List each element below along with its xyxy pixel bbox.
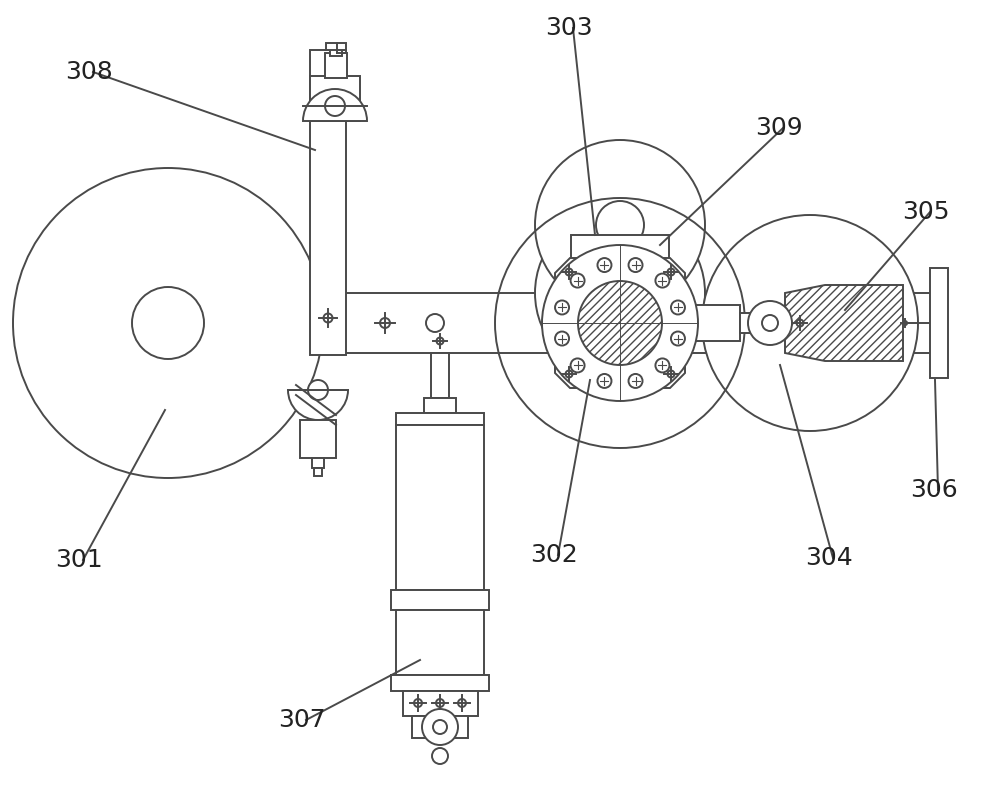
Text: 302: 302: [530, 543, 578, 567]
Bar: [325, 53, 347, 78]
Circle shape: [555, 332, 569, 345]
Bar: [396, 425, 484, 590]
Bar: [391, 675, 489, 691]
Polygon shape: [785, 285, 903, 361]
Circle shape: [671, 332, 685, 345]
Bar: [391, 590, 489, 610]
Bar: [310, 50, 346, 355]
Wedge shape: [303, 89, 367, 121]
Circle shape: [535, 140, 705, 310]
Circle shape: [542, 245, 698, 401]
Text: 303: 303: [545, 16, 593, 40]
Circle shape: [132, 287, 204, 359]
Circle shape: [422, 709, 458, 745]
Wedge shape: [288, 390, 348, 420]
Circle shape: [433, 720, 447, 734]
Bar: [396, 413, 484, 425]
Circle shape: [671, 300, 685, 315]
Circle shape: [571, 274, 585, 287]
Bar: [314, 468, 322, 476]
Text: 304: 304: [805, 546, 853, 570]
Text: 306: 306: [910, 478, 958, 502]
Polygon shape: [555, 258, 685, 388]
Bar: [326, 43, 346, 50]
Circle shape: [597, 258, 611, 272]
Text: 308: 308: [65, 60, 113, 84]
Circle shape: [596, 201, 644, 249]
Circle shape: [535, 208, 705, 378]
Text: 307: 307: [278, 708, 326, 732]
Circle shape: [655, 358, 669, 372]
Bar: [55, 293, 945, 353]
Bar: [431, 353, 449, 398]
Bar: [310, 76, 360, 121]
Bar: [685, 305, 740, 341]
Circle shape: [13, 168, 323, 478]
Text: 301: 301: [55, 548, 103, 572]
Polygon shape: [661, 293, 669, 301]
Circle shape: [748, 301, 792, 345]
Text: 309: 309: [755, 116, 803, 140]
Text: 305: 305: [902, 200, 950, 224]
Circle shape: [325, 96, 345, 116]
Circle shape: [597, 374, 611, 388]
Bar: [300, 420, 336, 458]
Circle shape: [629, 374, 643, 388]
Bar: [330, 48, 342, 56]
Bar: [312, 458, 324, 468]
Bar: [930, 268, 948, 378]
Circle shape: [571, 358, 585, 372]
Circle shape: [702, 215, 918, 431]
Circle shape: [432, 748, 448, 764]
Bar: [396, 610, 484, 675]
Polygon shape: [571, 293, 579, 301]
Bar: [571, 235, 669, 293]
Circle shape: [578, 281, 662, 365]
Bar: [740, 313, 760, 333]
Circle shape: [762, 315, 778, 331]
Bar: [403, 691, 478, 716]
Circle shape: [555, 300, 569, 315]
Circle shape: [308, 380, 328, 400]
Bar: [424, 398, 456, 413]
Bar: [412, 716, 468, 738]
Circle shape: [655, 274, 669, 287]
Circle shape: [426, 314, 444, 332]
Circle shape: [629, 258, 643, 272]
